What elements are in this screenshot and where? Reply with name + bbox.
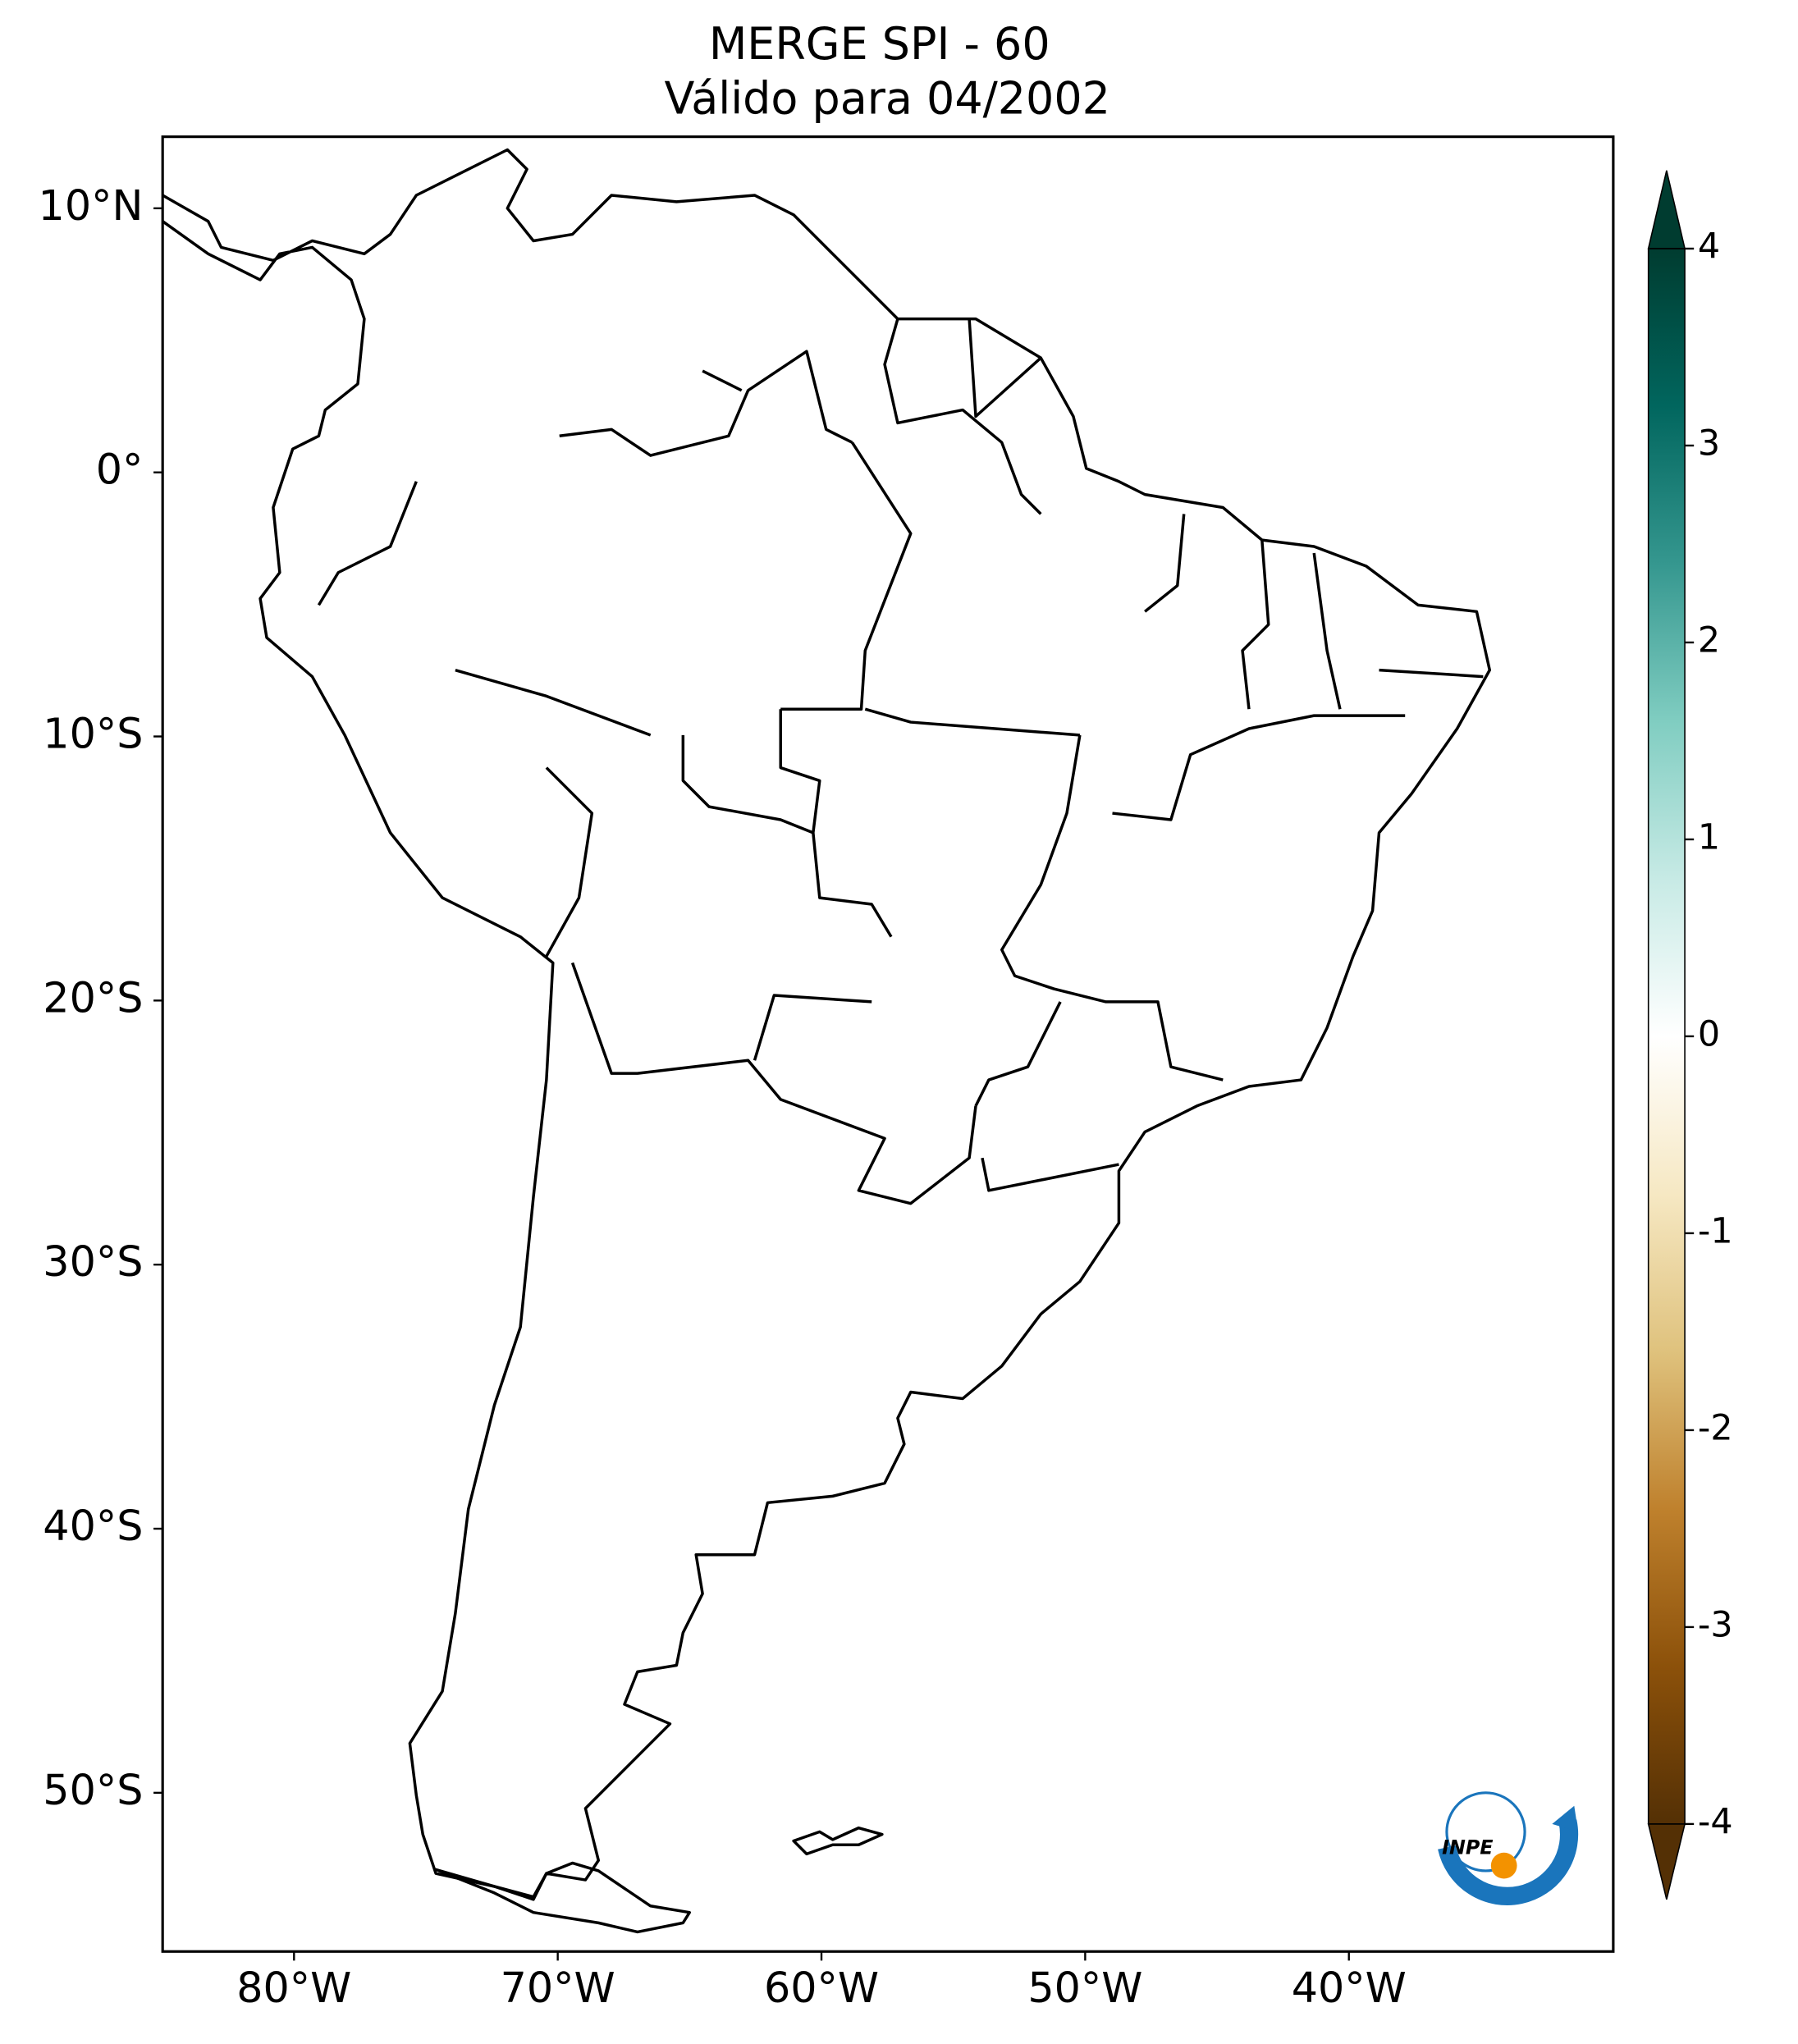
inpe-logo: INPE — [1438, 1791, 1579, 1906]
colorbar-extend-min — [1647, 1823, 1686, 1900]
colorbar-tick-label: 0 — [1698, 1013, 1720, 1054]
logo-swoosh — [1438, 1819, 1579, 1906]
inner-lines — [559, 318, 1042, 515]
lon-label: 40°W — [1292, 1964, 1407, 2012]
map-frame — [161, 135, 1615, 1953]
tierra-del-fuego — [434, 1861, 691, 1934]
colorbar-tick-label: 2 — [1698, 620, 1720, 661]
colorbar-tick-label: 4 — [1698, 226, 1720, 267]
lon-label: 60°W — [764, 1964, 879, 2012]
map-area — [162, 148, 1492, 1934]
lat-label: 0° — [96, 446, 144, 494]
lat-label: 50°S — [43, 1766, 143, 1814]
logo-dot — [1490, 1852, 1517, 1879]
lon-label: 80°W — [236, 1964, 351, 2012]
lat-label: 20°S — [43, 973, 143, 1022]
title-line: Válido para 04/2002 — [665, 72, 1110, 124]
colorbar — [1648, 248, 1686, 1824]
colorbar-tick-label: -2 — [1698, 1407, 1733, 1448]
borders — [317, 441, 1484, 1205]
lat-label: 40°S — [43, 1502, 143, 1550]
colorbar-tick-label: -1 — [1698, 1210, 1733, 1251]
colorbar-tick-label: -3 — [1698, 1604, 1733, 1645]
colorbar-tick-label: 3 — [1698, 423, 1720, 464]
falklands — [792, 1826, 884, 1856]
title-line: MERGE SPI - 60 — [709, 18, 1050, 70]
lon-label: 70°W — [501, 1964, 615, 2012]
lat-label: 10°S — [43, 710, 143, 758]
colorbar-tick-label: -4 — [1698, 1801, 1733, 1842]
logo-ring — [1445, 1791, 1526, 1873]
logo-arrow — [1552, 1805, 1579, 1832]
lat-label: 30°S — [43, 1237, 143, 1286]
lon-label: 50°W — [1027, 1964, 1142, 2012]
colorbar-extend-max — [1647, 170, 1686, 249]
coastline — [162, 148, 1492, 1901]
lat-label: 10°N — [39, 181, 144, 230]
colorbar-outline — [1647, 248, 1686, 1825]
colorbar-tick-label: 1 — [1698, 816, 1720, 857]
logo-text: INPE — [1442, 1836, 1493, 1859]
